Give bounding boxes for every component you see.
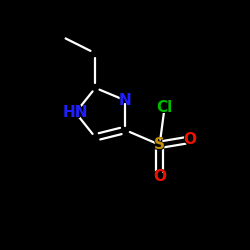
Text: S: S — [153, 136, 166, 154]
Text: N: N — [119, 93, 132, 108]
Text: Cl: Cl — [156, 100, 173, 115]
Text: HN: HN — [60, 104, 90, 122]
Text: O: O — [182, 131, 197, 149]
Text: N: N — [118, 91, 132, 109]
Text: O: O — [183, 132, 196, 147]
Text: O: O — [152, 168, 167, 186]
Text: O: O — [153, 170, 166, 184]
Text: S: S — [154, 137, 165, 152]
Text: Cl: Cl — [155, 99, 174, 117]
Text: HN: HN — [63, 105, 88, 120]
